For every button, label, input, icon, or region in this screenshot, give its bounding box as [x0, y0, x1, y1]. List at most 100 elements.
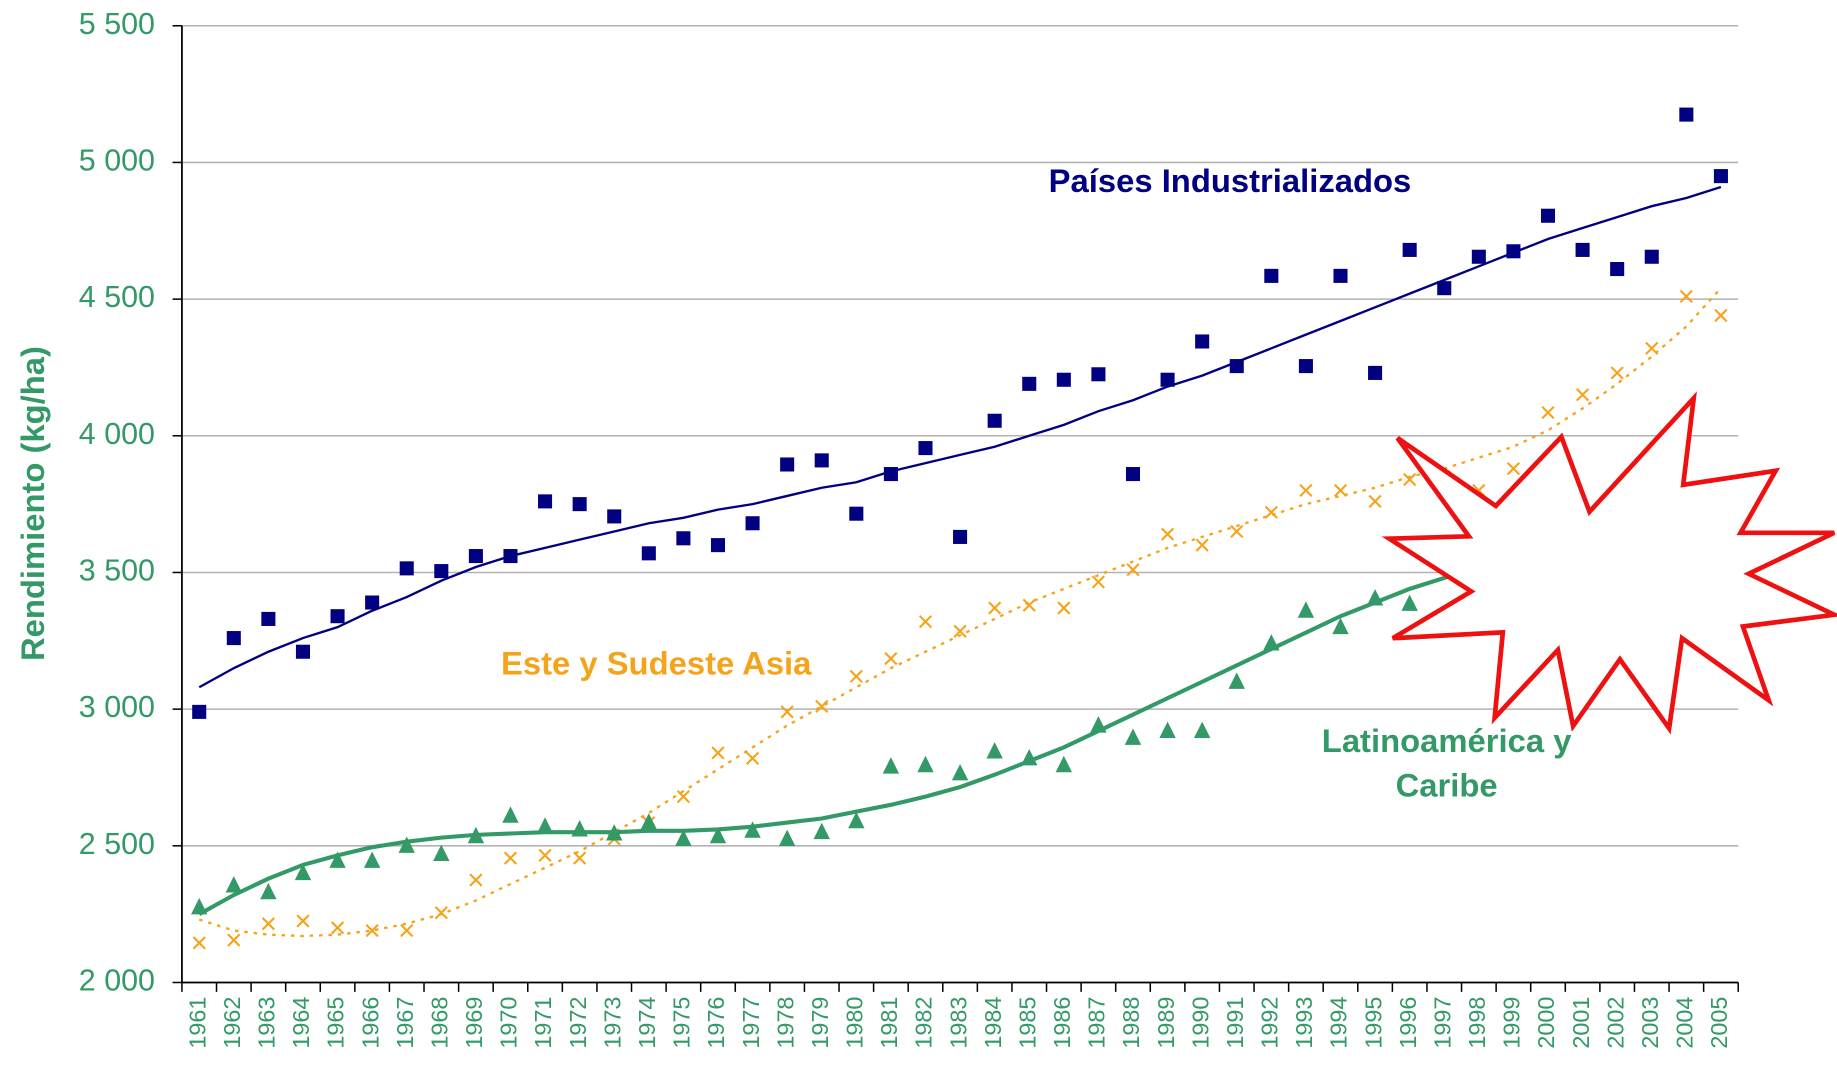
- marker: [1577, 389, 1589, 401]
- marker: [1162, 528, 1174, 540]
- marker: [917, 756, 933, 772]
- marker: [814, 823, 830, 839]
- marker: [1159, 722, 1175, 738]
- marker: [1506, 244, 1520, 258]
- y-tick-label: 5 000: [79, 143, 155, 177]
- marker: [1229, 672, 1245, 688]
- marker: [435, 907, 447, 919]
- x-tick-label: 2002: [1602, 997, 1628, 1049]
- marker: [505, 852, 517, 864]
- marker: [1126, 467, 1140, 481]
- marker: [1437, 281, 1451, 295]
- marker: [815, 453, 829, 467]
- marker: [1404, 474, 1416, 486]
- marker: [986, 742, 1002, 758]
- x-tick-label: 1975: [669, 997, 695, 1049]
- x-tick-label: 1987: [1084, 997, 1110, 1049]
- marker: [574, 852, 586, 864]
- x-tick-label: 1984: [980, 997, 1006, 1049]
- marker: [1611, 367, 1623, 379]
- x-tick-label: 1988: [1118, 997, 1144, 1049]
- marker: [469, 549, 483, 563]
- marker: [331, 609, 345, 623]
- marker: [1368, 366, 1382, 380]
- x-tick-label: 1963: [254, 997, 280, 1049]
- marker: [1679, 108, 1693, 122]
- marker: [434, 564, 448, 578]
- marker: [261, 612, 275, 626]
- marker: [1541, 209, 1555, 223]
- marker: [1680, 291, 1692, 303]
- x-tick-label: 1980: [842, 997, 868, 1049]
- marker: [1263, 634, 1279, 650]
- x-tick-label: 1967: [392, 997, 418, 1049]
- x-tick-label: 1989: [1153, 997, 1179, 1049]
- marker: [1300, 485, 1312, 497]
- x-tick-label: 2003: [1637, 997, 1663, 1049]
- x-tick-label: 1998: [1464, 997, 1490, 1049]
- marker: [1298, 601, 1314, 617]
- x-tick-label: 1965: [323, 997, 349, 1049]
- marker: [1022, 377, 1036, 391]
- marker: [1058, 602, 1070, 614]
- x-tick-label: 1982: [911, 997, 937, 1049]
- marker: [1194, 722, 1210, 738]
- x-tick-label: 1962: [219, 997, 245, 1049]
- marker: [989, 602, 1001, 614]
- marker: [571, 820, 587, 836]
- marker: [744, 821, 760, 837]
- x-tick-label: 1972: [565, 997, 591, 1049]
- y-tick-label: 2 000: [79, 964, 155, 998]
- marker: [573, 497, 587, 511]
- marker: [297, 915, 309, 927]
- chart: Rendimiento (kg/ha) 2 0002 5003 0003 500…: [0, 0, 1837, 1075]
- marker: [1715, 310, 1727, 322]
- y-tick-label: 2 500: [79, 827, 155, 861]
- x-tick-label: 1993: [1291, 997, 1317, 1049]
- x-tick-label: 1974: [634, 997, 660, 1049]
- marker: [676, 531, 690, 545]
- marker: [1576, 243, 1590, 257]
- series-label-box: Latinoamérica y Caribe: [1271, 717, 1622, 811]
- x-tick-label: 1971: [530, 997, 556, 1049]
- marker: [433, 845, 449, 861]
- x-tick-label: 1964: [288, 997, 314, 1049]
- marker: [1125, 728, 1141, 744]
- x-tick-label: 2005: [1706, 997, 1732, 1049]
- marker: [1542, 407, 1554, 419]
- x-tick-label: 1973: [599, 997, 625, 1049]
- marker: [539, 850, 551, 862]
- marker: [537, 817, 553, 833]
- marker: [1195, 334, 1209, 348]
- marker: [780, 457, 794, 471]
- x-tick-label: 1990: [1187, 997, 1213, 1049]
- x-tick-label: 1970: [496, 997, 522, 1049]
- marker: [711, 538, 725, 552]
- marker: [470, 874, 482, 886]
- marker: [849, 507, 863, 521]
- marker: [918, 441, 932, 455]
- x-tick-label: 1994: [1326, 997, 1352, 1049]
- x-tick-label: 2001: [1568, 997, 1594, 1049]
- marker: [364, 851, 380, 867]
- marker: [227, 631, 241, 645]
- marker: [884, 467, 898, 481]
- marker: [1196, 539, 1208, 551]
- marker: [1264, 269, 1278, 283]
- x-tick-label: 1995: [1360, 997, 1386, 1049]
- marker: [192, 705, 206, 719]
- y-tick-label: 3 000: [79, 690, 155, 724]
- marker: [332, 922, 344, 934]
- marker: [1472, 250, 1486, 264]
- marker: [1057, 373, 1071, 387]
- y-tick-label: 5 500: [79, 7, 155, 41]
- marker: [1335, 485, 1347, 497]
- marker: [1401, 595, 1417, 611]
- x-tick-label: 1981: [876, 997, 902, 1049]
- x-tick-label: 1961: [184, 997, 210, 1049]
- marker: [1645, 250, 1659, 264]
- marker: [883, 757, 899, 773]
- marker: [365, 596, 379, 610]
- starburst: [1389, 398, 1834, 728]
- marker: [920, 616, 932, 628]
